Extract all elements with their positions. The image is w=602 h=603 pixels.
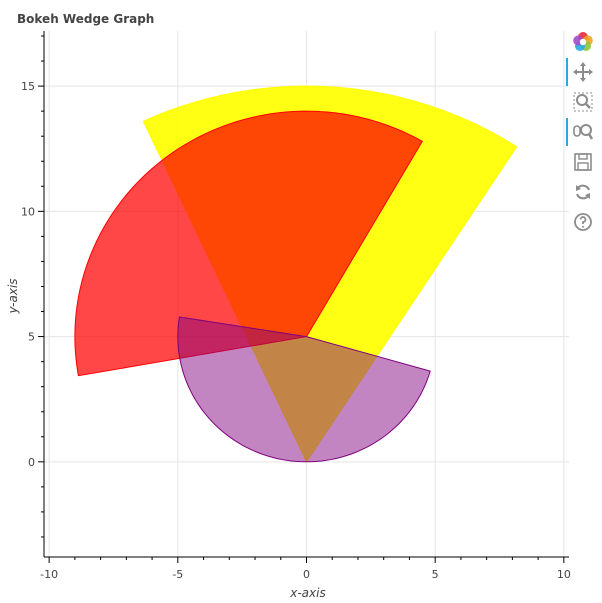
help-tool-icon[interactable]	[571, 210, 595, 234]
box-zoom-tool-icon[interactable]	[571, 90, 595, 114]
y-tick-label: 0	[28, 456, 35, 469]
y-axis-label: y-axis	[6, 278, 20, 314]
wedge-2	[74, 110, 424, 377]
x-tick-label: 0	[303, 568, 310, 581]
y-tick-label: 5	[28, 331, 35, 344]
y-tick-label: 15	[21, 80, 35, 93]
wedge-3	[177, 316, 431, 463]
reset-tool-icon[interactable]	[571, 180, 595, 204]
x-tick-label: 5	[432, 568, 439, 581]
y-tick-label: 10	[21, 205, 35, 218]
bokeh-logo-icon[interactable]	[571, 30, 595, 54]
ticks: -10 -5 0 5 10 0 5 10 15	[21, 35, 571, 581]
pan-tool-icon[interactable]	[566, 58, 595, 86]
wedges-layer	[74, 85, 518, 463]
x-tick-label: 10	[557, 568, 571, 581]
chart-title: Bokeh Wedge Graph	[17, 12, 154, 26]
wheel-zoom-tool-icon[interactable]	[566, 118, 595, 146]
x-tick-label: -5	[172, 568, 183, 581]
x-tick-label: -10	[40, 568, 58, 581]
x-axis-label: x-axis	[289, 586, 325, 600]
save-tool-icon[interactable]	[571, 150, 595, 174]
